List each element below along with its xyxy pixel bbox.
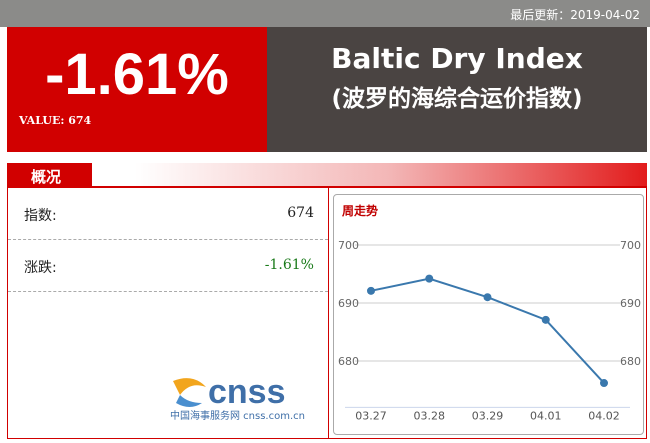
- point: [425, 274, 434, 283]
- x-tick-label: 04.02: [588, 409, 620, 422]
- y2-tick-label: 700: [620, 239, 641, 252]
- value-label: VALUE: 674: [19, 114, 92, 127]
- row: 涨跌: -1.61%: [8, 240, 328, 292]
- x-tick-label: 03.28: [414, 409, 446, 422]
- index-title: Baltic Dry Index: [331, 42, 583, 75]
- y2-tick-label: 680: [620, 355, 641, 368]
- change-value: -1.61%: [45, 42, 229, 107]
- chart-box: [333, 194, 644, 435]
- x-tick-label: 04.01: [530, 409, 562, 422]
- y2-tick-label: 690: [620, 297, 641, 310]
- point: [541, 315, 550, 324]
- y-tick-label: 690: [338, 297, 359, 310]
- logo: cnss 中国海事服务网 cnss.com.cn: [170, 373, 305, 422]
- chart-title: 周走势: [342, 203, 378, 218]
- index-subtitle: (波罗的海综合运价指数): [331, 86, 583, 112]
- point: [367, 286, 375, 295]
- row-value: -1.61%: [264, 257, 314, 273]
- row: 指数: 674: [8, 188, 328, 240]
- row-label: 指数:: [24, 208, 57, 224]
- section-header: 概况: [7, 163, 647, 188]
- y-tick-label: 680: [338, 355, 359, 368]
- section-title: 概况: [7, 163, 92, 188]
- point: [483, 293, 492, 302]
- logo-caption: 中国海事服务网 cnss.com.cn: [170, 409, 305, 422]
- row-label: 涨跌:: [24, 260, 57, 276]
- row-value: 674: [287, 205, 314, 221]
- x-tick-label: 03.29: [472, 409, 504, 422]
- overview-panel: 指数: 674 涨跌: -1.61% cnss 中国海事服务网 cnss.com…: [7, 188, 647, 439]
- point: [600, 379, 608, 388]
- divider: [328, 188, 329, 439]
- x-tick-label: 03.27: [355, 409, 387, 422]
- update-time: 最后更新：2019-04-02: [510, 8, 640, 22]
- update-bar: 最后更新：2019-04-02: [0, 0, 650, 27]
- change-box: -1.61% VALUE: 674: [7, 27, 267, 152]
- y-tick-label: 700: [338, 239, 359, 252]
- title-box: Baltic Dry Index (波罗的海综合运价指数): [267, 27, 647, 152]
- logo-brand: cnss: [208, 373, 286, 411]
